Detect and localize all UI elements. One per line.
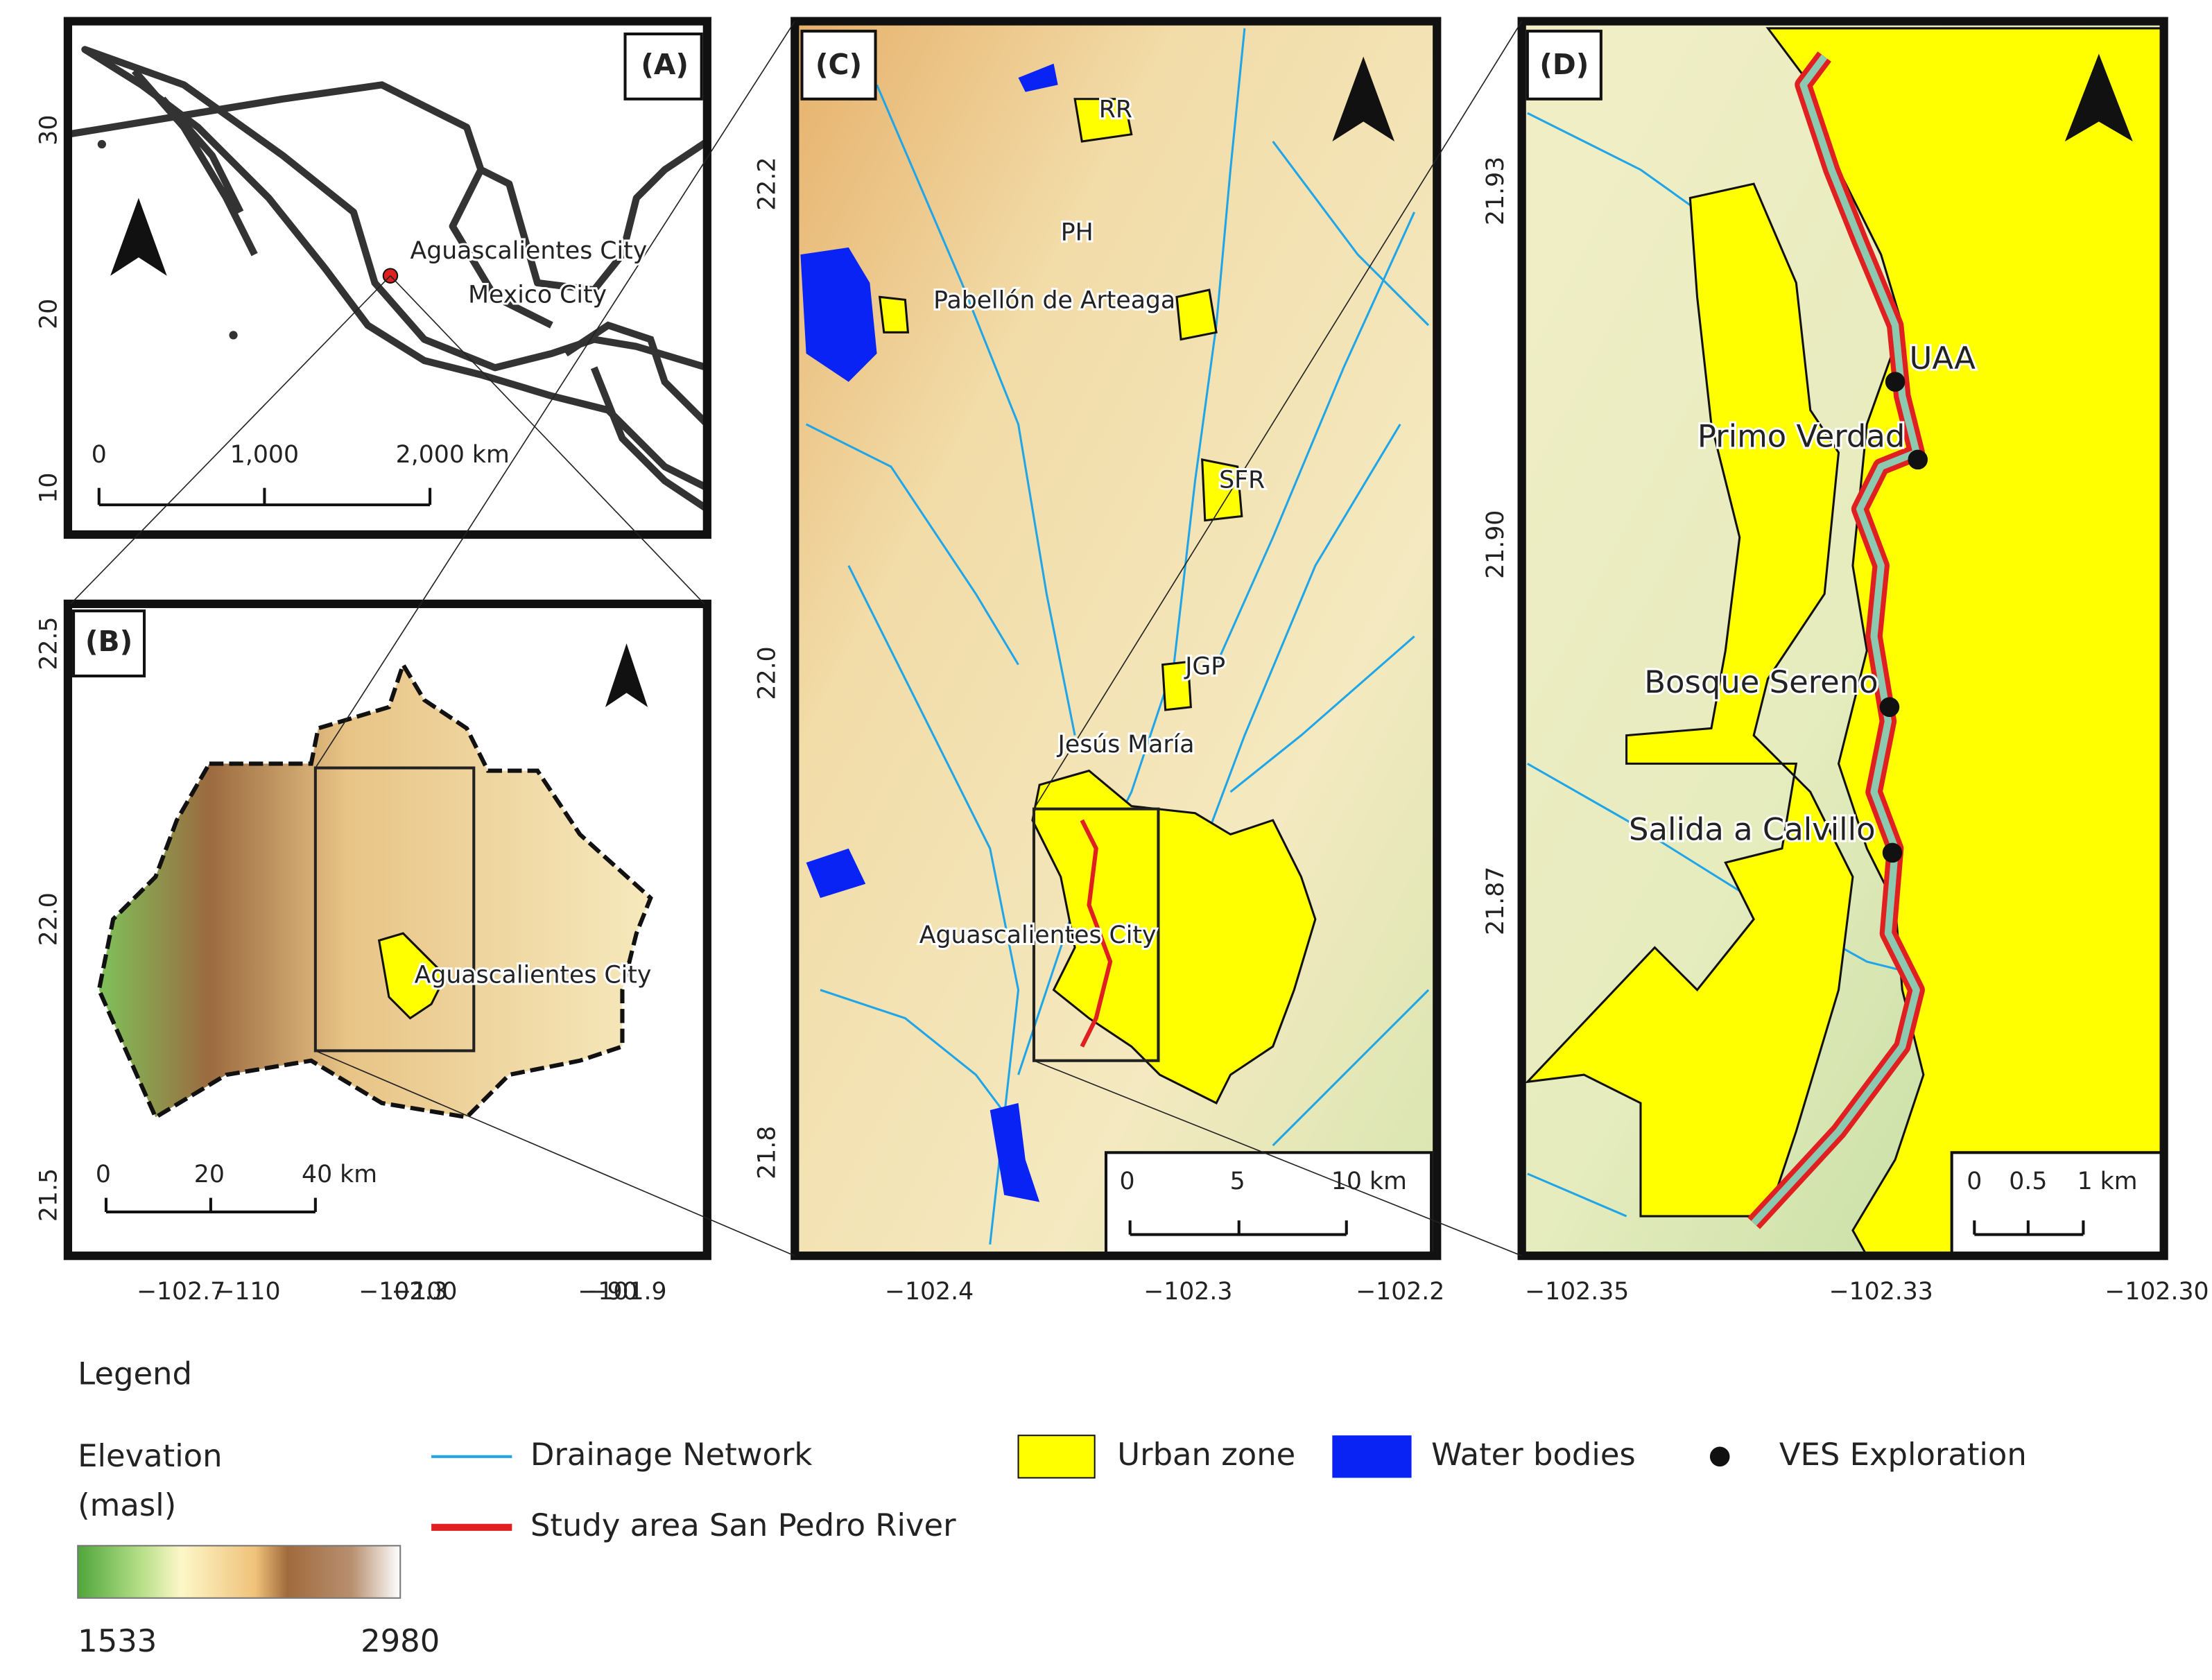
place-label: UAA	[1910, 340, 1976, 376]
place-label: Aguascalientes City	[415, 961, 652, 989]
scale-label: 1 km	[2077, 1168, 2138, 1195]
panel-a-map	[67, 21, 707, 535]
panel-b-map	[67, 603, 707, 1256]
x-tick-label: −110	[214, 1278, 280, 1306]
legend-item: Study area San Pedro River	[530, 1507, 956, 1543]
scale-label: 40 km	[302, 1161, 377, 1188]
place-label: RR	[1099, 96, 1132, 123]
water-swatch	[1332, 1435, 1412, 1478]
panel-label: (C)	[815, 48, 862, 81]
ves-swatch	[1709, 1446, 1730, 1467]
y-tick-label: 10	[35, 473, 62, 503]
y-tick-label: 21.93	[1482, 157, 1510, 225]
x-tick-label: −102.35	[1525, 1278, 1629, 1306]
y-tick-label: 22.0	[754, 646, 781, 700]
scale-label: 0	[1120, 1168, 1135, 1195]
panel-label: (D)	[1539, 48, 1589, 81]
place-label: Jesús María	[1057, 731, 1195, 759]
x-tick-label: −100	[391, 1278, 457, 1306]
legend-item: Urban zone	[1117, 1436, 1295, 1473]
connectors	[70, 21, 1523, 1256]
scale-label: 10 km	[1331, 1168, 1407, 1195]
legend-elevation: Elevation	[78, 1437, 222, 1474]
x-tick-label: −90	[587, 1278, 638, 1306]
panel-c-frame	[790, 17, 1442, 1261]
x-tick-label: −102.3	[358, 1278, 447, 1306]
scale-label: 0.5	[2009, 1168, 2047, 1195]
place-label: JGP	[1184, 653, 1225, 681]
panel-b-frame	[63, 599, 711, 1261]
y-tick-label: 22.5	[35, 616, 62, 670]
panel-a-frame	[63, 17, 711, 539]
y-tick-label: 21.5	[35, 1168, 62, 1222]
x-tick-label: −102.4	[885, 1278, 974, 1306]
legend-title: Legend	[78, 1356, 192, 1392]
y-tick-label: 21.90	[1482, 510, 1510, 579]
panel-label: (A)	[641, 48, 689, 81]
panel-c-map	[795, 21, 1437, 1256]
x-tick-label: −102.3	[1143, 1278, 1232, 1306]
place-label: SFR	[1219, 466, 1265, 494]
y-tick-label: 22.2	[754, 157, 781, 211]
scale-label: 0	[92, 441, 107, 469]
y-tick-label: 21.8	[754, 1126, 781, 1179]
place-label: Mexico City	[468, 281, 607, 309]
ramp-max: 2980	[361, 1622, 440, 1659]
y-tick-label: 22.0	[35, 892, 62, 946]
y-tick-label: 20	[35, 299, 62, 329]
elevation-ramp	[77, 1545, 401, 1599]
scale-label: 5	[1230, 1168, 1245, 1195]
x-tick-label: −101.9	[578, 1278, 666, 1306]
legend-item: VES Exploration	[1779, 1436, 2027, 1473]
place-label: Primo Verdad	[1697, 417, 1905, 454]
panel-d-frame	[1517, 17, 2168, 1261]
x-tick-label: −102.33	[1829, 1278, 1933, 1306]
y-tick-label: 30	[35, 115, 62, 146]
place-label: Bosque Sereno	[1644, 664, 1878, 700]
y-tick-label: 21.87	[1482, 867, 1510, 935]
scale-label: 0	[96, 1161, 111, 1188]
place-label: Salida a Calvillo	[1629, 811, 1876, 847]
ramp-min: 1533	[78, 1622, 157, 1659]
legend-item: Water bodies	[1431, 1436, 1636, 1473]
place-label: Aguascalientes City	[919, 921, 1157, 949]
scale-label: 0	[1967, 1168, 1982, 1195]
place-label: Pabellón de Arteaga	[933, 286, 1175, 314]
legend-item: Drainage Network	[530, 1436, 813, 1473]
scale-label: 2,000 km	[396, 441, 510, 469]
place-label: PH	[1061, 219, 1094, 247]
legend-elevation-unit: (masl)	[78, 1487, 176, 1523]
x-tick-label: −102.7	[137, 1278, 225, 1306]
place-label: Aguascalientes City	[411, 237, 648, 265]
urban-swatch	[1017, 1435, 1096, 1479]
scale-label: 20	[194, 1161, 225, 1188]
panel-d-map	[1521, 21, 2164, 1256]
scale-label: 1,000	[230, 441, 299, 469]
panel-label: (B)	[85, 625, 132, 658]
x-tick-label: −102.2	[1356, 1278, 1444, 1306]
x-tick-label: −102.30	[2105, 1278, 2209, 1306]
